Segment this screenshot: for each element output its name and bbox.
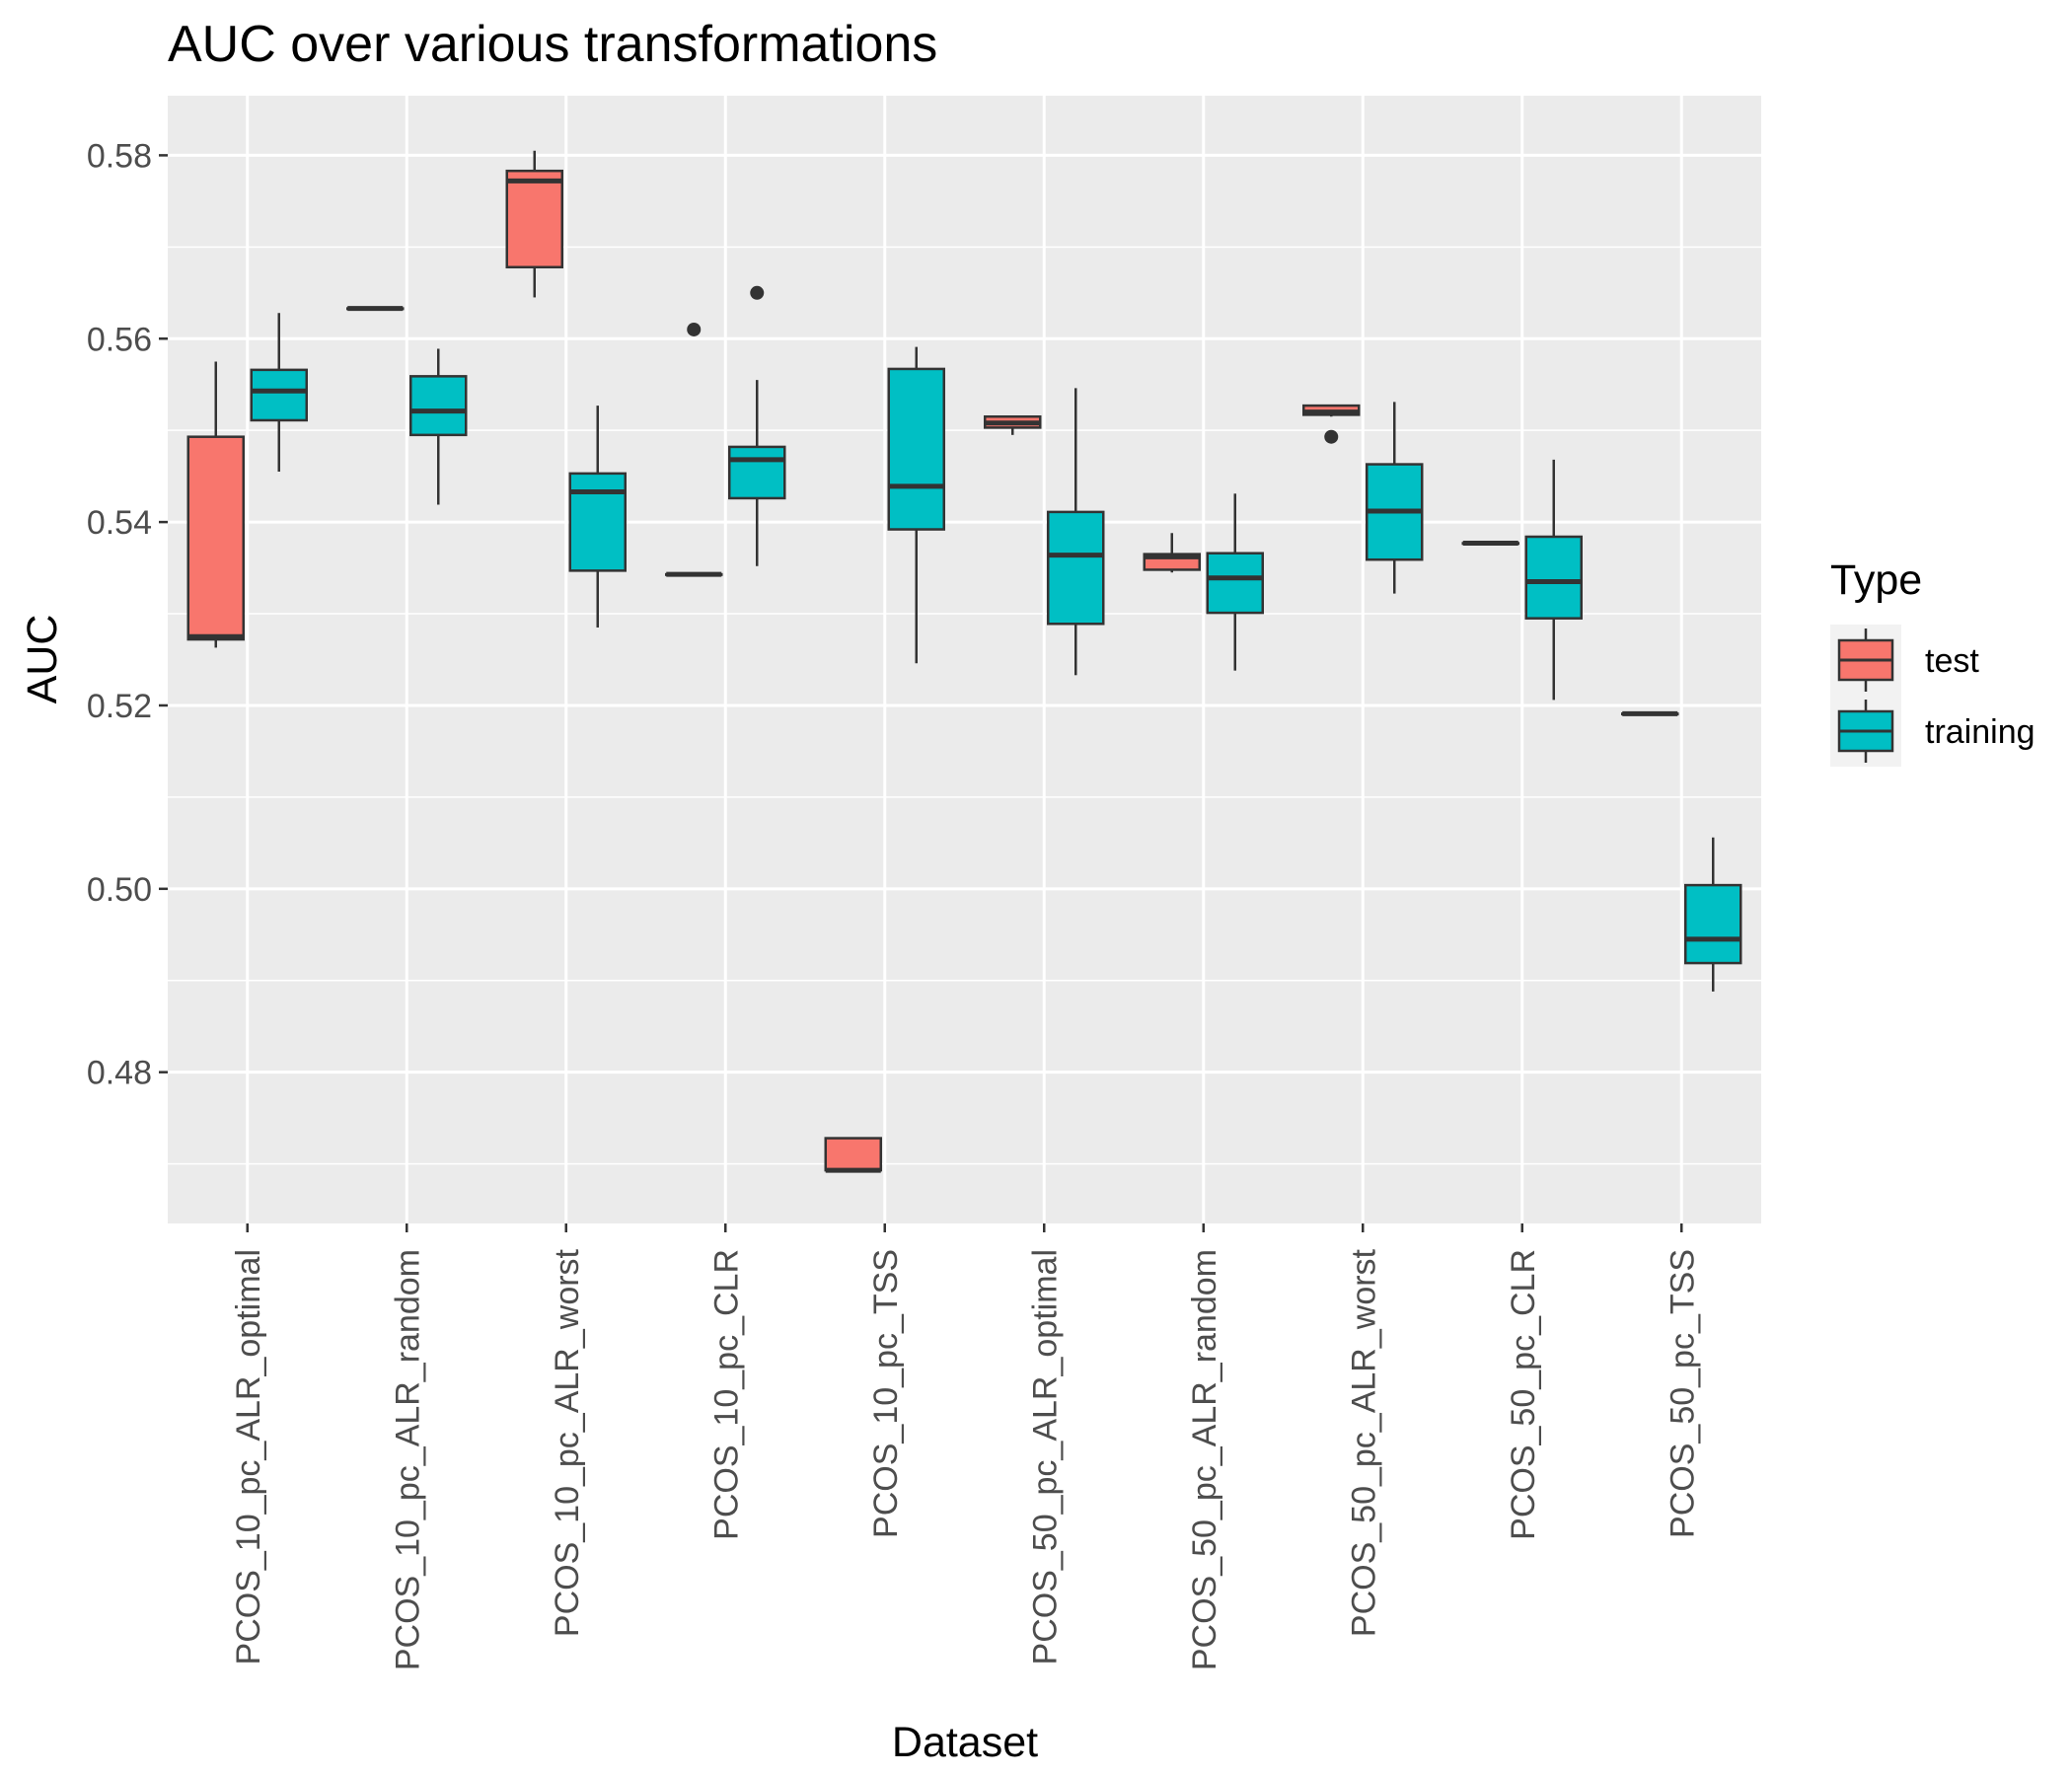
outlier-point	[687, 322, 702, 336]
legend-label: test	[1925, 642, 1979, 680]
x-axis-title: Dataset	[892, 1719, 1038, 1766]
box-test-2	[346, 306, 405, 312]
box-training-7	[1206, 493, 1264, 671]
axes: 0.48 0.50 0.52 0.54 0.56 0.58 PCOS_10_pc_ALR_o…	[87, 137, 1701, 1670]
y-tick-label: 0.54	[87, 504, 152, 542]
box-training-5	[887, 346, 945, 664]
x-tick-label: PCOS_50_pc_CLR	[1505, 1249, 1542, 1540]
x-tick-label: PCOS_10_pc_ALR_worst	[549, 1248, 586, 1637]
box-test-10	[1621, 710, 1679, 716]
box-test-5	[824, 1137, 882, 1173]
box-training-10	[1684, 837, 1742, 992]
y-tick-label: 0.52	[87, 688, 152, 725]
box-body	[186, 435, 245, 641]
box-body	[1206, 552, 1264, 615]
x-tick-label: PCOS_10_pc_CLR	[707, 1249, 745, 1540]
box-training-2	[409, 348, 468, 505]
box-body	[505, 169, 563, 269]
legend: Type test training	[1830, 556, 2035, 767]
x-tick-label: PCOS_10_pc_ALR_random	[389, 1249, 426, 1670]
x-tick-label: PCOS_50_pc_ALR_optimal	[1026, 1249, 1064, 1665]
box-body	[1684, 883, 1742, 965]
legend-title: Type	[1830, 556, 1922, 604]
box-test-3	[505, 150, 563, 298]
x-tick-label: PCOS_10_pc_ALR_optimal	[230, 1249, 267, 1665]
y-tick-label: 0.56	[87, 321, 152, 358]
box-test-4	[665, 322, 723, 577]
y-tick-label: 0.50	[87, 871, 152, 909]
box-body	[1524, 535, 1583, 620]
box-body	[250, 368, 308, 422]
box-test-1	[186, 361, 245, 648]
y-tick-label: 0.48	[87, 1055, 152, 1092]
x-tick-label: PCOS_50_pc_ALR_worst	[1345, 1248, 1382, 1637]
outlier-point	[750, 285, 765, 300]
box-body	[887, 367, 945, 531]
legend-item-test: test	[1830, 625, 1979, 696]
box-test-6	[984, 414, 1042, 435]
box-test-7	[1143, 533, 1201, 573]
box-body	[824, 1137, 882, 1172]
legend-item-training: training	[1830, 696, 2035, 767]
y-tick-label: 0.58	[87, 137, 152, 175]
box-training-6	[1047, 388, 1105, 676]
box-body	[728, 445, 786, 500]
plot-panel	[168, 96, 1761, 1223]
outlier-point	[1324, 429, 1339, 444]
legend-label: training	[1925, 713, 2035, 751]
chart-title: AUC over various transformations	[168, 16, 937, 73]
box-training-1	[250, 313, 308, 472]
x-tick-label: PCOS_50_pc_ALR_random	[1186, 1249, 1223, 1670]
grid-lines	[168, 96, 1761, 1223]
box-body	[568, 472, 627, 572]
box-training-3	[568, 406, 627, 628]
box-training-9	[1524, 459, 1583, 701]
box-body	[1047, 510, 1105, 626]
box-body	[409, 375, 468, 437]
box-test-8	[1302, 404, 1361, 444]
box-series	[186, 150, 1742, 1173]
x-tick-label: PCOS_50_pc_TSS	[1664, 1249, 1701, 1538]
box-training-8	[1366, 402, 1424, 594]
box-training-4	[728, 285, 786, 566]
box-test-9	[1461, 540, 1519, 546]
y-axis-title: AUC	[19, 615, 66, 704]
x-tick-label: PCOS_10_pc_TSS	[867, 1249, 905, 1538]
